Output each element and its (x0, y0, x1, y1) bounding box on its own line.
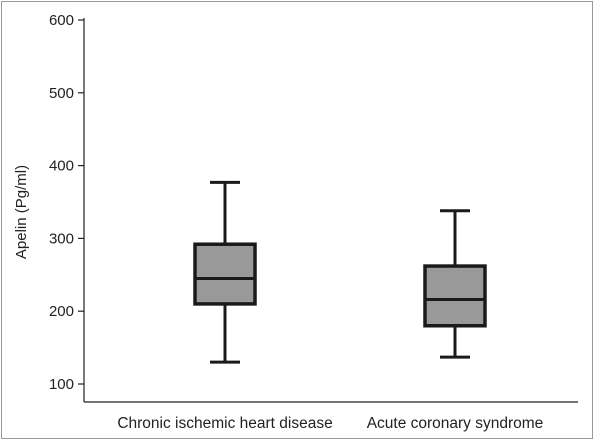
y-tick-label: 200 (49, 303, 74, 320)
x-category-label: Chronic ischemic heart disease (117, 415, 332, 432)
iqr-box (423, 264, 487, 328)
box-1 (193, 180, 257, 364)
y-ticks: 100 200 300 400 500 600 (49, 12, 84, 393)
iqr-box (193, 242, 257, 306)
y-tick-label: 500 (49, 85, 74, 102)
x-labels: Chronic ischemic heart disease Acute coro… (117, 415, 543, 432)
y-tick-label: 100 (49, 376, 74, 393)
y-tick-label: 600 (49, 12, 74, 29)
y-tick-label: 400 (49, 158, 74, 175)
y-tick-label: 300 (49, 230, 74, 247)
x-category-label: Acute coronary syndrome (367, 415, 544, 432)
y-axis-title: Apelin (Pg/ml) (13, 165, 30, 259)
boxes (193, 180, 487, 364)
box-2 (423, 209, 487, 359)
